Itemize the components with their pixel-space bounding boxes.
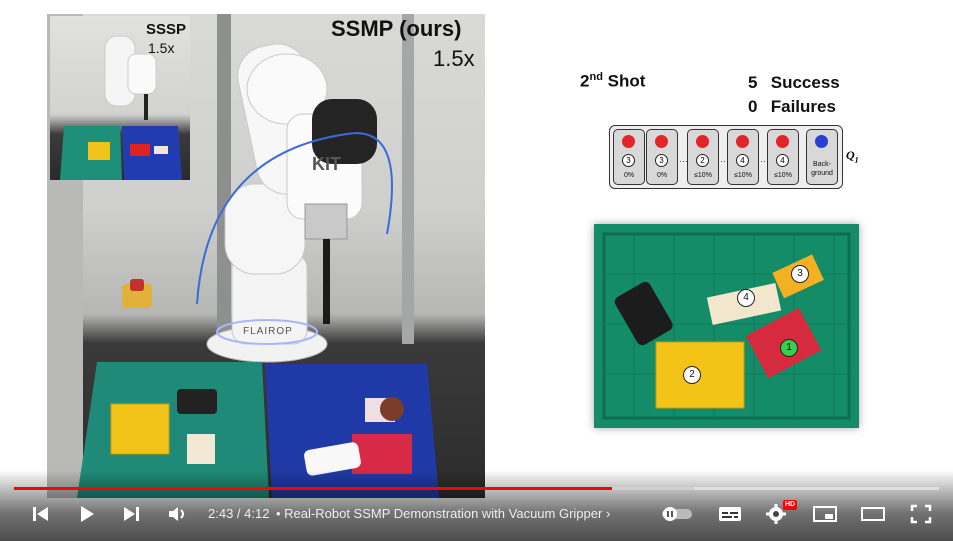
red-dot-icon <box>696 135 709 148</box>
chapter-button[interactable]: • Real-Robot SSMP Demonstration with Vac… <box>276 506 611 521</box>
hd-badge: HD <box>783 500 798 510</box>
inset-speed-label: 1.5x <box>148 40 175 56</box>
bin-top-view-photo: 1 2 3 4 <box>594 224 859 428</box>
object-number: 3 <box>655 154 668 167</box>
blue-dot-icon <box>815 135 828 148</box>
card-percent: ≤10% <box>694 172 712 179</box>
object-number: 4 <box>776 154 789 167</box>
object-number: 2 <box>696 154 709 167</box>
miniplayer-button[interactable] <box>810 500 840 528</box>
card-percent: 0% <box>656 172 668 179</box>
ellipsis-icon: … <box>760 154 769 164</box>
base-logo: FLAIROP <box>243 326 293 337</box>
bin-grid-illustration <box>602 232 851 420</box>
card-percent: ≤10% <box>774 172 792 179</box>
query-card: 4 ≤10% <box>727 129 759 185</box>
shot-label: 2nd Shot <box>580 71 645 92</box>
object-number: 4 <box>736 154 749 167</box>
object-number-1: 1 <box>780 339 798 357</box>
main-method-label: SSMP (ours) <box>331 16 462 41</box>
fullscreen-icon <box>910 504 932 524</box>
query-cards-panel: 3 0% 3 0% … 2 ≤10% … 4 ≤10% … 4 ≤10% Bac… <box>609 125 843 189</box>
object-number-2: 2 <box>683 366 701 384</box>
autoplay-toggle[interactable] <box>660 500 694 528</box>
duration: 4:12 <box>244 506 270 521</box>
fullscreen-button[interactable] <box>906 500 936 528</box>
red-dot-icon <box>655 135 668 148</box>
miniplayer-icon <box>813 506 837 522</box>
play-button[interactable] <box>74 500 100 528</box>
failure-count: 0 <box>748 97 758 116</box>
play-icon <box>81 506 94 522</box>
query-card: 3 0% <box>646 129 678 185</box>
card-percent: ≤10% <box>734 172 752 179</box>
frame-post <box>402 14 414 344</box>
next-icon <box>124 507 139 521</box>
card-percent: Back- ground <box>811 161 833 177</box>
previous-button[interactable] <box>28 500 54 528</box>
success-count: 5 <box>748 73 758 92</box>
next-button[interactable] <box>118 500 144 528</box>
baseline-inset-video: SSSP 1.5x <box>50 16 190 180</box>
inset-method-label: SSSP <box>146 21 187 38</box>
red-dot-icon <box>622 135 635 148</box>
red-dot-icon <box>776 135 789 148</box>
frame-post <box>217 14 231 354</box>
query-subscript: 1 <box>854 155 859 165</box>
settings-icon <box>766 504 786 524</box>
volume-button[interactable] <box>164 500 192 528</box>
ellipsis-icon: … <box>720 154 729 164</box>
played-bar <box>14 487 613 490</box>
chevron-right-icon: › <box>605 506 611 521</box>
failure-row: 0 Failures <box>748 95 840 119</box>
theater-button[interactable] <box>858 500 888 528</box>
shot-word: Shot <box>607 71 646 91</box>
time-separator: / <box>233 506 245 521</box>
settings-button[interactable] <box>762 500 790 528</box>
query-card: 4 ≤10% <box>767 129 799 185</box>
chapter-title: Real-Robot SSMP Demonstration with Vacuu… <box>284 506 603 521</box>
query-label: Q1 <box>846 148 859 164</box>
robot-arm-illustration <box>77 43 439 498</box>
query-card-background: Back- ground <box>806 129 838 185</box>
object-number-3: 3 <box>791 265 809 283</box>
shot-number: 2 <box>580 71 590 91</box>
theater-icon <box>861 507 885 521</box>
query-card: 3 0% <box>613 129 645 185</box>
query-symbol: Q <box>846 148 855 162</box>
object-number-4: 4 <box>737 289 755 307</box>
failure-label: Failures <box>770 97 836 116</box>
main-speed-label: 1.5x <box>433 46 475 71</box>
robot-logo: KIT <box>312 154 341 174</box>
volume-icon <box>169 507 184 521</box>
inset-robot-illustration <box>60 35 182 180</box>
subtitles-button[interactable] <box>716 500 744 528</box>
red-dot-icon <box>736 135 749 148</box>
subtitles-icon <box>719 507 741 521</box>
robot-video-frame: SSMP (ours) 1.5x KIT FLAIROP <box>47 14 485 498</box>
time-display: 2:43 / 4:12 <box>208 506 269 521</box>
shot-ordinal: nd <box>589 71 603 83</box>
card-percent: 0% <box>623 172 635 179</box>
current-time: 2:43 <box>208 506 234 521</box>
object-number: 3 <box>622 154 635 167</box>
success-label: Success <box>770 73 840 92</box>
autoplay-toggle-icon <box>662 507 692 521</box>
success-row: 5 Success <box>748 71 840 95</box>
result-stats: 5 Success 0 Failures <box>748 71 840 119</box>
ellipsis-icon: … <box>679 154 688 164</box>
previous-icon <box>33 507 48 521</box>
query-card: 2 ≤10% <box>687 129 719 185</box>
